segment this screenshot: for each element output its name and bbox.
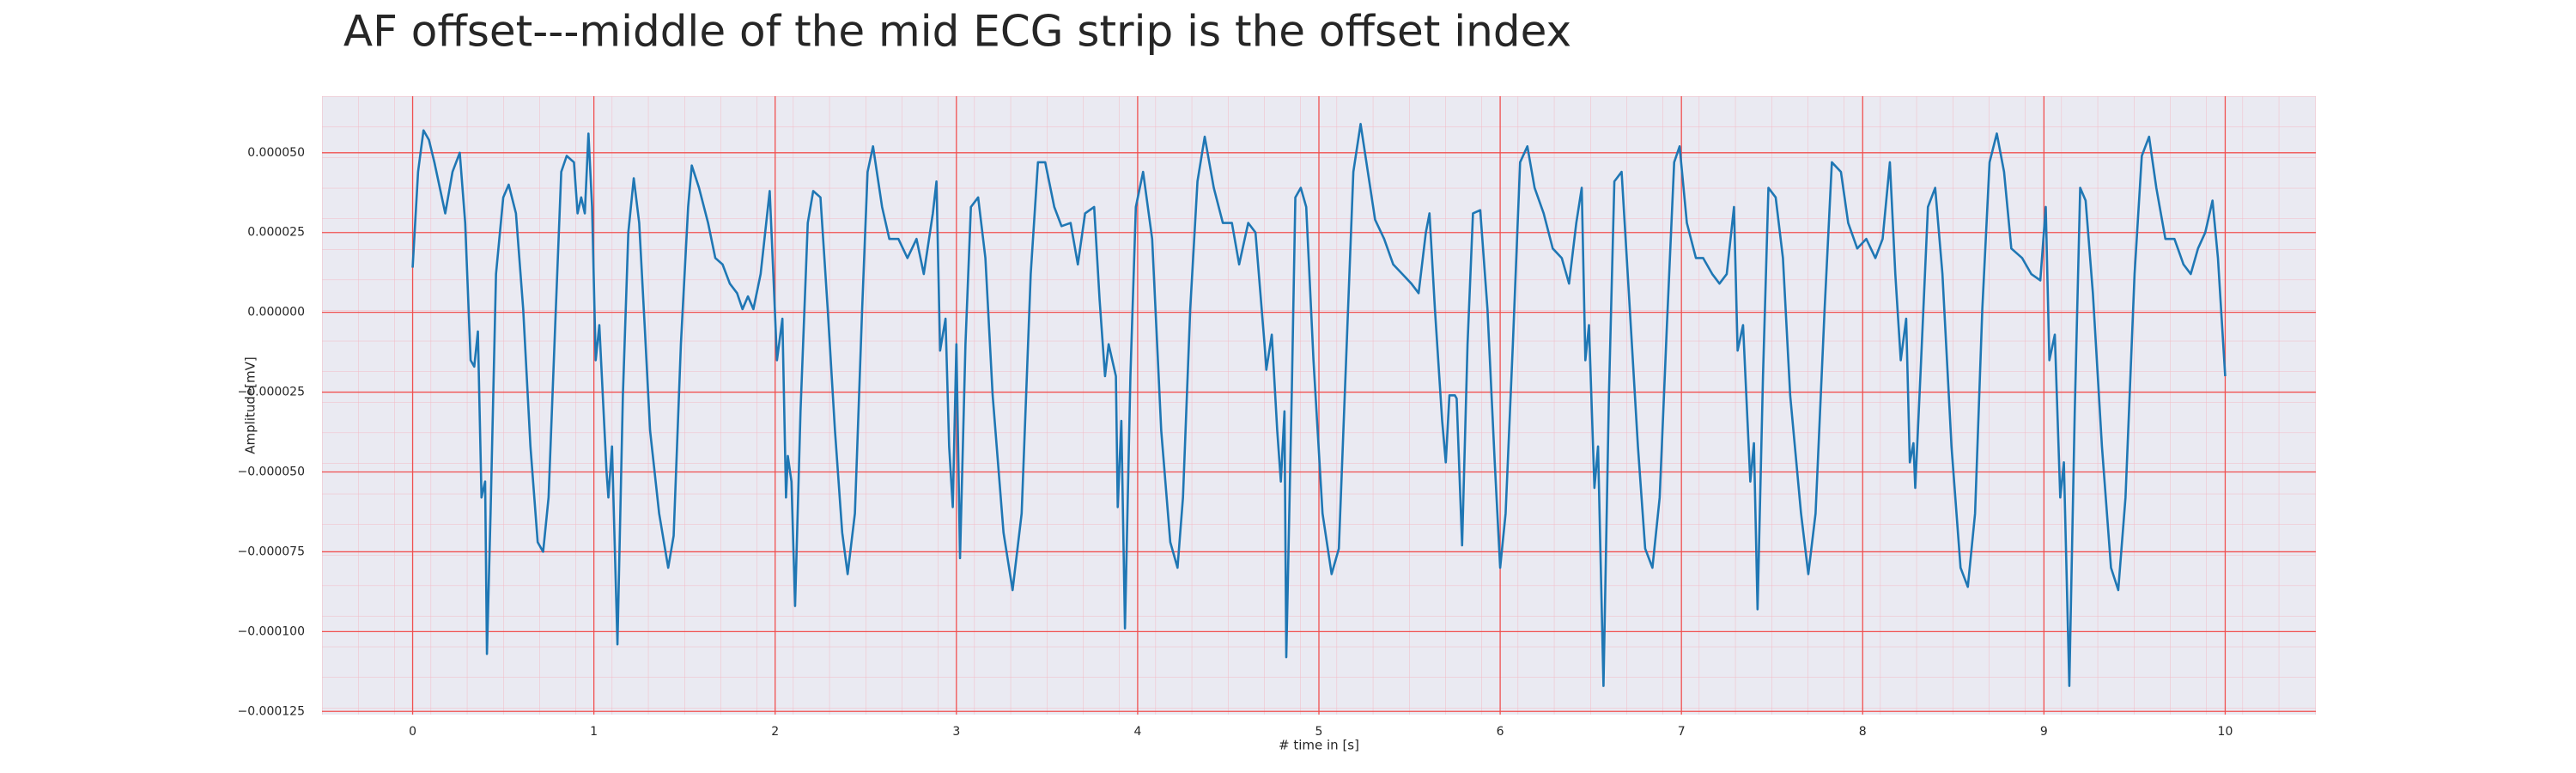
y-tick-label: 0.000000 (247, 306, 305, 320)
x-tick-label: 7 (1678, 725, 1686, 739)
y-tick-label: 0.000050 (247, 146, 305, 160)
x-tick-label: 3 (952, 725, 960, 739)
chart-title: AF offset---middle of the mid ECG strip … (343, 7, 1571, 57)
y-tick-label: −0.000125 (237, 704, 305, 718)
x-axis-label: # time in [s] (1279, 738, 1359, 753)
x-tick-label: 2 (771, 725, 779, 739)
y-tick-label: −0.000075 (237, 545, 305, 558)
x-tick-label: 10 (2218, 725, 2233, 739)
x-tick-label: 5 (1315, 725, 1323, 739)
x-tick-label: 1 (590, 725, 598, 739)
y-axis-label: Amplitude[mV] (243, 356, 258, 453)
x-tick-label: 4 (1133, 725, 1141, 739)
y-tick-label: −0.000025 (237, 386, 305, 399)
x-tick-label: 8 (1859, 725, 1867, 739)
x-tick-label: 0 (409, 725, 416, 739)
x-tick-label: 6 (1497, 725, 1504, 739)
y-tick-label: 0.000025 (247, 226, 305, 240)
y-tick-label: −0.000100 (237, 624, 305, 638)
ecg-line (411, 123, 2227, 687)
x-tick-label: 9 (2040, 725, 2048, 739)
y-tick-label: −0.000050 (237, 466, 305, 479)
